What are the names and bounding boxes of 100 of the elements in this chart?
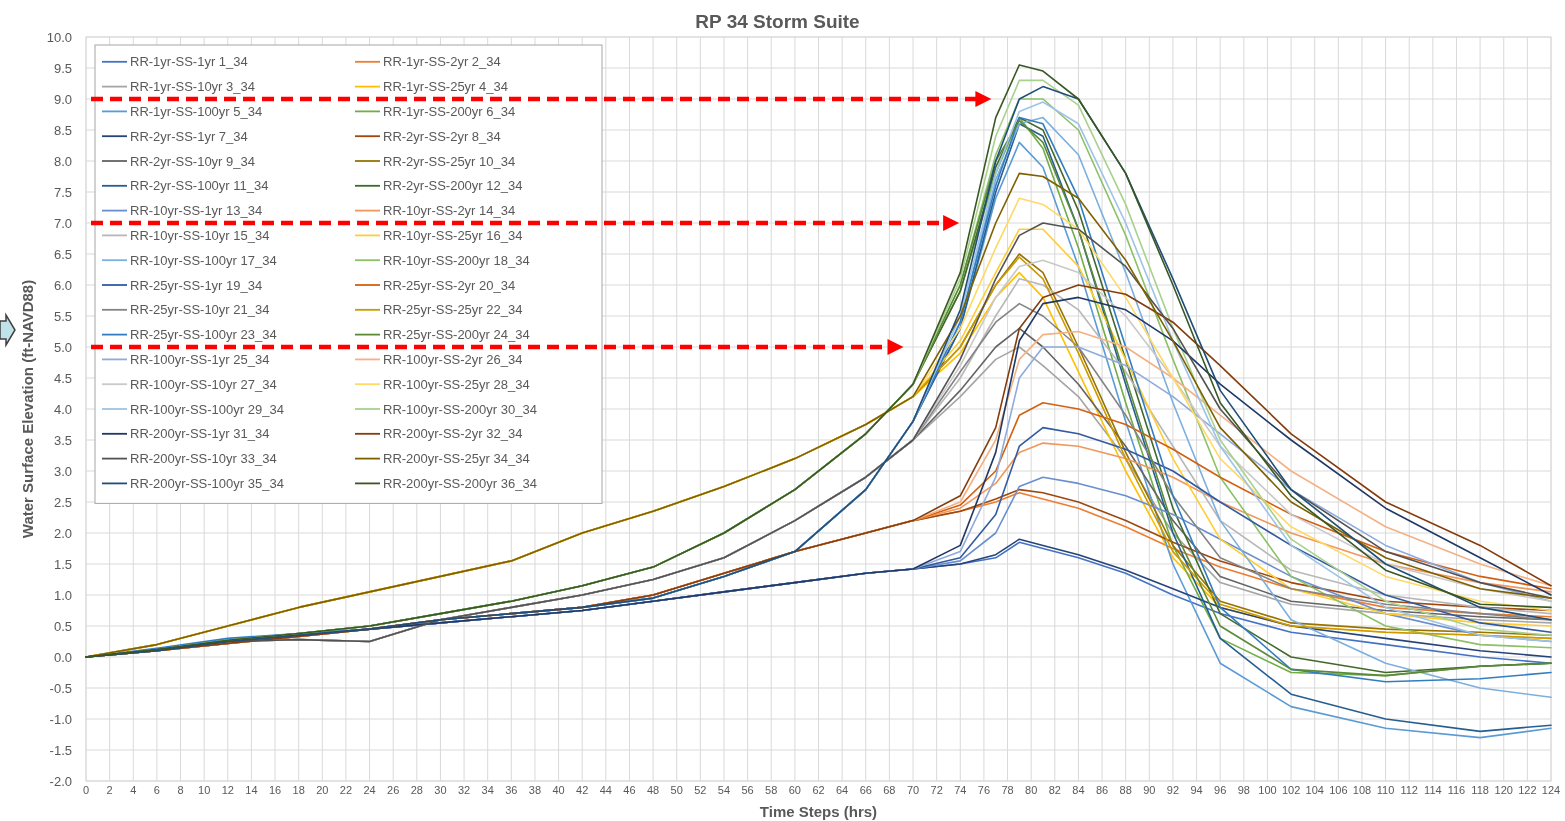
- legend-label: RR-25yr-SS-1yr 19_34: [130, 277, 263, 293]
- y-tick-label: 3.0: [53, 463, 72, 479]
- x-tick-label: 98: [1237, 784, 1250, 796]
- x-tick-label: 34: [481, 784, 494, 796]
- x-tick-label: 114: [1424, 784, 1442, 796]
- x-tick-label: 102: [1281, 784, 1301, 796]
- x-tick-label: 104: [1305, 784, 1324, 796]
- x-tick-label: 78: [1001, 784, 1014, 796]
- x-tick-label: 8: [177, 784, 184, 796]
- x-tick-label: 94: [1190, 784, 1203, 796]
- x-tick-label: 24: [363, 784, 376, 796]
- y-tick-label: -1.0: [49, 711, 72, 727]
- legend-label: RR-10yr-SS-1yr 13_34: [130, 203, 263, 219]
- legend-label: RR-2yr-SS-1yr 7_34: [130, 128, 248, 144]
- x-tick-label: 38: [528, 784, 542, 796]
- legend-label: RR-100yr-SS-1yr 25_34: [130, 351, 270, 367]
- x-tick-label: 12: [221, 784, 234, 796]
- legend-label: RR-2yr-SS-100yr 11_34: [130, 178, 269, 194]
- legend-label: RR-25yr-SS-25yr 22_34: [383, 302, 523, 318]
- x-tick-label: 44: [599, 784, 612, 796]
- x-tick-label: 40: [552, 784, 565, 796]
- x-tick-label: 30: [434, 784, 447, 796]
- legend-label: RR-100yr-SS-25yr 28_34: [383, 376, 530, 392]
- x-tick-label: 62: [812, 784, 825, 796]
- y-tick-label: 4.0: [53, 401, 72, 417]
- legend-label: RR-10yr-SS-2yr 14_34: [383, 203, 516, 219]
- x-tick-label: 108: [1352, 784, 1372, 796]
- x-tick-label: 116: [1447, 784, 1466, 796]
- y-tick-label: 2.0: [53, 525, 72, 541]
- y-tick-label: -0.5: [49, 680, 72, 696]
- x-tick-label: 52: [694, 784, 707, 796]
- y-tick-label: 5.0: [53, 339, 72, 355]
- x-tick-label: 0: [82, 784, 90, 796]
- x-tick-label: 48: [646, 784, 660, 796]
- legend-label: RR-1yr-SS-10yr 3_34: [130, 79, 255, 95]
- x-tick-label: 56: [741, 784, 754, 796]
- x-tick-label: 58: [765, 784, 778, 796]
- legend-label: RR-100yr-SS-200yr 30_34: [383, 401, 537, 417]
- legend-label: RR-200yr-SS-25yr 34_34: [383, 451, 530, 467]
- y-tick-label: 7.0: [53, 215, 72, 231]
- legend-label: RR-1yr-SS-100yr 5_34: [130, 103, 263, 119]
- x-tick-label: 50: [670, 784, 683, 796]
- x-axis-title: Time Steps (hrs): [759, 803, 878, 820]
- legend-label: RR-25yr-SS-200yr 24_34: [383, 327, 530, 343]
- y-tick-label: -1.5: [49, 742, 72, 758]
- legend-label: RR-100yr-SS-100yr 29_34: [130, 401, 284, 417]
- x-tick-label: 124: [1541, 784, 1561, 796]
- legend-label: RR-25yr-SS-2yr 20_34: [383, 277, 516, 293]
- legend-label: RR-1yr-SS-1yr 1_34: [130, 54, 248, 70]
- x-tick-label: 88: [1119, 784, 1132, 796]
- x-tick-label: 16: [268, 784, 282, 796]
- x-tick-label: 10: [198, 784, 211, 796]
- x-tick-label: 26: [387, 784, 400, 796]
- x-tick-label: 84: [1072, 784, 1085, 796]
- x-tick-label: 36: [505, 784, 518, 796]
- x-tick-label: 54: [717, 784, 731, 796]
- legend-label: RR-2yr-SS-200yr 12_34: [383, 178, 523, 194]
- y-tick-label: -2.0: [49, 773, 72, 789]
- legend-label: RR-10yr-SS-200yr 18_34: [383, 252, 530, 268]
- x-tick-label: 70: [906, 784, 920, 796]
- x-tick-label: 22: [339, 784, 353, 796]
- legend-label: RR-10yr-SS-25yr 16_34: [383, 227, 523, 243]
- y-tick-label: 9.5: [53, 60, 72, 76]
- x-tick-label: 112: [1400, 784, 1418, 796]
- legend-label: RR-10yr-SS-10yr 15_34: [130, 227, 270, 243]
- legend-label: RR-200yr-SS-2yr 32_34: [383, 426, 523, 442]
- x-tick-label: 2: [106, 784, 113, 796]
- y-tick-label: 8.5: [53, 122, 72, 138]
- y-tick-label: 1.0: [53, 587, 72, 603]
- x-tick-label: 14: [245, 784, 258, 796]
- y-tick-label: 3.5: [53, 432, 72, 448]
- y-axis-title: Water Surface Elevation (ft-NAVD88): [19, 279, 36, 539]
- x-tick-label: 96: [1214, 784, 1227, 796]
- x-tick-label: 86: [1095, 784, 1109, 796]
- x-tick-label: 76: [977, 784, 991, 796]
- y-tick-label: 1.5: [53, 556, 72, 572]
- legend-label: RR-2yr-SS-25yr 10_34: [383, 153, 516, 169]
- chart-title: RP 34 Storm Suite: [695, 11, 860, 32]
- y-tick-label: 6.0: [53, 277, 72, 293]
- x-tick-label: 80: [1025, 784, 1038, 796]
- legend-label: RR-25yr-SS-10yr 21_34: [130, 302, 270, 318]
- legend-label: RR-100yr-SS-2yr 26_34: [383, 351, 523, 367]
- x-tick-label: 100: [1258, 784, 1277, 796]
- legend-label: RR-1yr-SS-2yr 2_34: [383, 54, 501, 70]
- y-tick-label: 7.5: [53, 184, 72, 200]
- x-tick-label: 46: [623, 784, 636, 796]
- legend-label: RR-25yr-SS-100yr 23_34: [130, 327, 277, 343]
- x-tick-label: 68: [883, 784, 896, 796]
- x-tick-label: 82: [1048, 784, 1061, 796]
- y-tick-label: 2.5: [53, 494, 72, 510]
- x-tick-label: 6: [153, 784, 160, 796]
- legend-label: RR-200yr-SS-10yr 33_34: [130, 451, 277, 467]
- x-tick-label: 32: [457, 784, 471, 796]
- x-tick-label: 72: [930, 784, 943, 796]
- y-tick-label: 9.0: [53, 91, 72, 107]
- legend-label: RR-1yr-SS-25yr 4_34: [383, 79, 508, 95]
- x-tick-label: 64: [836, 784, 849, 796]
- y-tick-label: 8.0: [53, 153, 72, 169]
- x-tick-label: 66: [859, 784, 872, 796]
- legend-label: RR-10yr-SS-100yr 17_34: [130, 252, 277, 268]
